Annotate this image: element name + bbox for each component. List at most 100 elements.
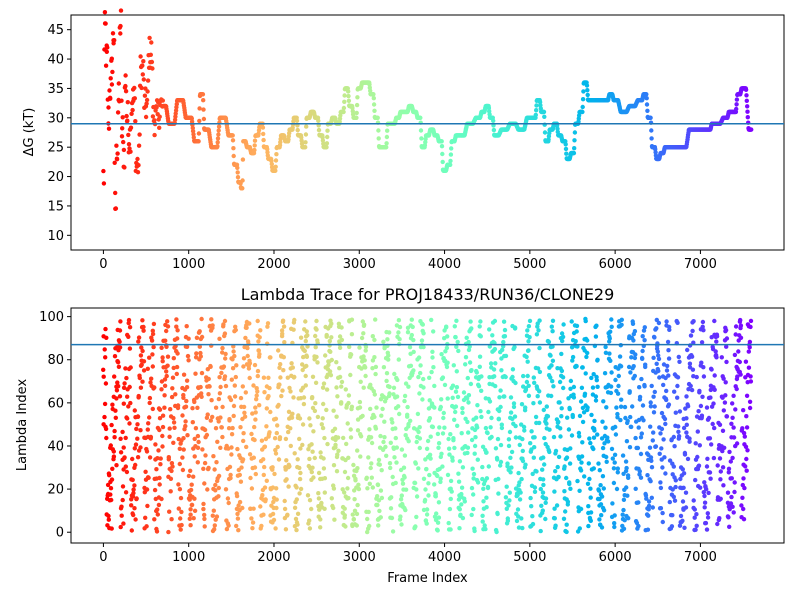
lambda-point xyxy=(260,493,265,498)
dg-point xyxy=(144,101,149,106)
lambda-point xyxy=(659,446,664,451)
lambda-point xyxy=(274,430,279,436)
lambda-point xyxy=(723,380,728,385)
lambda-point xyxy=(541,482,546,488)
lambda-point xyxy=(131,490,136,496)
dg-point xyxy=(145,89,150,94)
lambda-point xyxy=(482,523,487,528)
lambda-point xyxy=(226,426,232,431)
lambda-point xyxy=(192,508,198,513)
lambda-point xyxy=(301,401,307,407)
lambda-point xyxy=(240,384,245,389)
lambda-point xyxy=(747,405,753,411)
lambda-point xyxy=(689,387,695,393)
lambda-point xyxy=(230,366,236,371)
lambda-point xyxy=(519,402,525,407)
lambda-point xyxy=(672,389,677,394)
lambda-point xyxy=(574,364,579,369)
dg-point xyxy=(121,139,126,145)
lambda-point xyxy=(139,345,144,350)
lambda-point xyxy=(712,373,717,378)
lambda-point xyxy=(171,365,176,371)
lambda-point xyxy=(685,347,690,353)
lambda-point xyxy=(108,492,113,497)
lambda-point xyxy=(272,436,278,441)
lambda-point xyxy=(195,405,200,410)
lambda-point xyxy=(427,416,433,421)
lambda-point xyxy=(726,470,731,475)
lambda-point xyxy=(431,365,436,370)
lambda-point xyxy=(287,385,292,391)
lambda-point xyxy=(345,475,351,481)
lambda-point xyxy=(624,485,629,490)
lambda-point xyxy=(598,483,603,488)
lambda-point xyxy=(382,419,387,424)
lambda-point xyxy=(115,360,121,365)
dg-point xyxy=(491,127,497,133)
lambda-point xyxy=(435,431,441,437)
lambda-point xyxy=(510,374,515,380)
lambda-point xyxy=(324,387,330,392)
lambda-point xyxy=(307,518,312,523)
lambda-point xyxy=(697,388,702,394)
lambda-point xyxy=(119,504,124,509)
lambda-point xyxy=(123,464,128,469)
lambda-point xyxy=(275,423,280,428)
lambda-point xyxy=(235,446,240,452)
lambda-point xyxy=(529,429,534,434)
lambda-point xyxy=(466,430,471,435)
lambda-point xyxy=(297,491,302,496)
lambda-point xyxy=(129,528,134,533)
lambda-point xyxy=(363,348,368,353)
lambda-point xyxy=(335,435,341,440)
lambda-point xyxy=(106,513,111,519)
lambda-point xyxy=(618,417,623,423)
lambda-point xyxy=(694,512,699,517)
dg-point xyxy=(316,127,322,133)
lambda-point xyxy=(180,413,185,418)
lambda-point xyxy=(575,478,580,484)
dg-point xyxy=(121,147,127,153)
lambda-point xyxy=(160,413,166,418)
lambda-point xyxy=(247,361,253,366)
lambda-point xyxy=(255,318,260,324)
lambda-point xyxy=(537,318,542,323)
lambda-point xyxy=(200,447,205,452)
lambda-point xyxy=(722,445,727,450)
lambda-point xyxy=(560,334,566,340)
lambda-point xyxy=(157,427,162,433)
lambda-point xyxy=(505,464,510,469)
lambda-point xyxy=(582,391,588,396)
lambda-point xyxy=(301,354,306,360)
lambda-point xyxy=(162,405,167,410)
x-tick-label: 1000 xyxy=(172,257,205,272)
lambda-point xyxy=(439,397,444,402)
lambda-point xyxy=(672,498,678,503)
lambda-point xyxy=(174,324,179,329)
lambda-point xyxy=(197,329,202,334)
lambda-point xyxy=(701,328,706,333)
lambda-point xyxy=(531,401,536,406)
lambda-point xyxy=(724,359,729,365)
lambda-point xyxy=(254,393,259,398)
lambda-point xyxy=(516,470,521,476)
lambda-point xyxy=(493,446,499,451)
lambda-point xyxy=(487,375,492,380)
dg-point xyxy=(744,98,749,104)
lambda-point xyxy=(298,335,304,340)
lambda-point xyxy=(112,428,117,434)
lambda-point xyxy=(710,421,715,427)
lambda-point xyxy=(130,494,136,499)
lambda-point xyxy=(561,385,566,391)
lambda-point xyxy=(702,480,707,485)
dg-point xyxy=(533,112,538,118)
x-tick-label: 4000 xyxy=(428,257,461,272)
lambda-point xyxy=(542,435,547,441)
lambda-point xyxy=(405,414,410,419)
lambda-point xyxy=(596,487,601,492)
dg-point xyxy=(745,109,750,114)
lambda-point xyxy=(659,426,665,432)
lambda-point xyxy=(283,527,289,532)
lambda-point xyxy=(178,527,183,532)
lambda-point xyxy=(184,385,190,390)
